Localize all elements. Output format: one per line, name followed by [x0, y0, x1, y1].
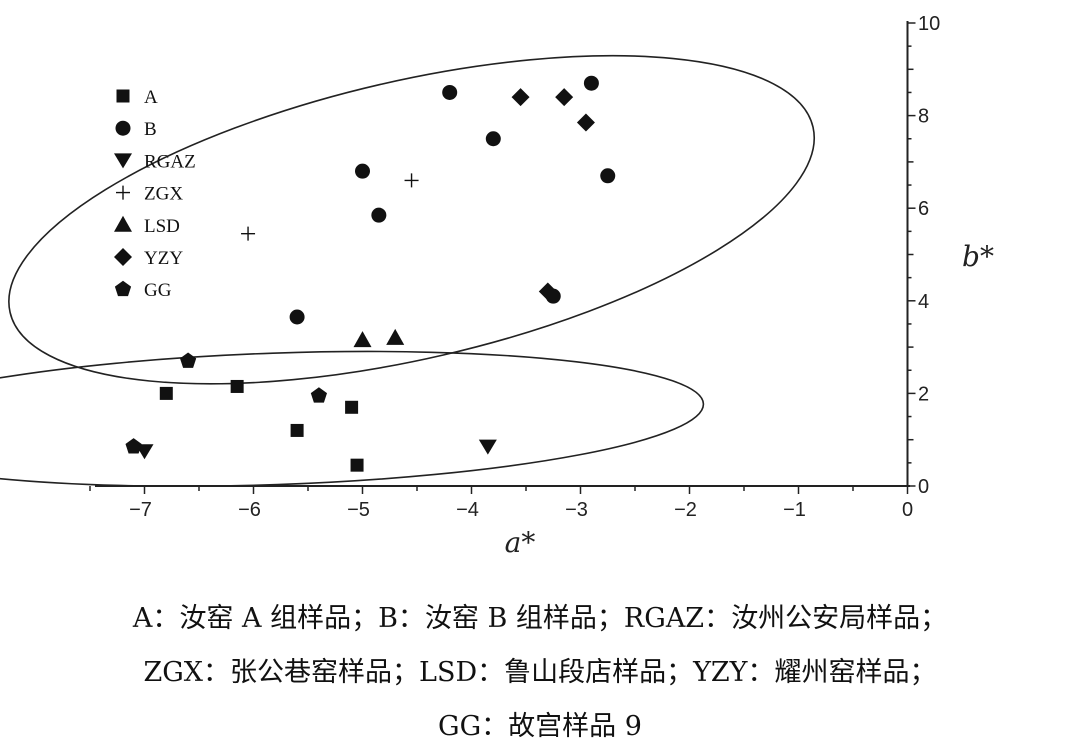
- y-tick-label: 2: [918, 383, 929, 405]
- x-tick-label: −2: [674, 499, 697, 521]
- point-rgaz: [478, 439, 497, 455]
- point-yzy: [555, 88, 574, 107]
- series-lsd: [353, 328, 405, 348]
- legend-label-zgx: ZGX: [144, 184, 183, 205]
- caption-line-2: ZGX：张公巷窑样品；LSD：鲁山段店样品；YZY：耀州窑样品；: [143, 657, 937, 688]
- point-a: [345, 400, 359, 414]
- x-tick-label: −3: [565, 499, 588, 521]
- point-b: [371, 207, 387, 223]
- legend-marker-gg: [114, 280, 132, 297]
- legend: AB RGAZ ZGX LSD YZY GG: [114, 87, 196, 301]
- point-a: [159, 386, 173, 400]
- legend-marker-b: [115, 120, 131, 136]
- caption-line-3: GG：故宫样品 9: [438, 711, 642, 742]
- series-b: [289, 75, 616, 325]
- y-axis-title: b*: [962, 240, 994, 273]
- point-gg: [310, 387, 327, 403]
- caption-line-1: A：汝窑 A 组样品；B：汝窑 B 组样品；RGAZ：汝州公安局样品；: [132, 603, 948, 634]
- point-yzy: [511, 88, 530, 107]
- cluster-ellipses: [0, 54, 816, 488]
- x-tick-label: −5: [347, 499, 370, 521]
- legend-label-b: B: [144, 119, 157, 140]
- point-b: [485, 131, 501, 147]
- point-b: [600, 168, 616, 184]
- legend-label-gg: GG: [144, 280, 172, 301]
- series-yzy: [511, 88, 595, 301]
- y-tick-label: 4: [918, 291, 929, 313]
- point-a: [290, 423, 304, 437]
- legend-marker-yzy: [114, 248, 132, 266]
- y-tick-label: 8: [918, 106, 929, 128]
- series-zgx: [241, 173, 419, 241]
- x-tick-label: −1: [783, 499, 806, 521]
- legend-marker-rgaz: [114, 153, 132, 169]
- data-points: [125, 75, 616, 472]
- point-lsd: [353, 331, 372, 348]
- series-gg: [125, 352, 327, 454]
- point-zgx: [241, 226, 256, 241]
- legend-label-lsd: LSD: [144, 216, 180, 237]
- y-tick-label: 6: [918, 198, 929, 220]
- series-rgaz: [135, 439, 497, 460]
- axes: −7 −6 −5 −4 −3 −2 −1 00 2 4 6 8 10: [89, 13, 940, 521]
- legend-marker-lsd: [114, 215, 132, 232]
- cluster-ellipse-1: [8, 54, 816, 385]
- point-zgx: [404, 173, 419, 188]
- point-yzy: [576, 113, 595, 132]
- x-tick-label: −6: [238, 499, 261, 521]
- cluster-ellipse-2: [0, 350, 705, 488]
- point-b: [355, 163, 370, 179]
- point-a: [230, 379, 244, 393]
- point-b: [442, 84, 458, 100]
- legend-marker-zgx: [116, 185, 130, 200]
- legend-label-yzy: YZY: [144, 248, 183, 269]
- point-b: [289, 309, 305, 325]
- point-gg: [125, 438, 142, 454]
- x-tick-label: 0: [902, 499, 913, 521]
- legend-marker-a: [116, 89, 130, 103]
- scatter-chart: −7 −6 −5 −4 −3 −2 −1 00 2 4 6 8 10 AB RGAZ ZGX LSD YZY GG…: [0, 13, 994, 559]
- point-gg: [180, 352, 197, 368]
- y-tick-label: 10: [918, 13, 940, 35]
- point-a: [350, 458, 364, 472]
- x-tick-label: −4: [456, 499, 479, 521]
- point-b: [583, 75, 599, 91]
- point-yzy: [538, 282, 557, 301]
- legend-label-rgaz: RGAZ: [144, 151, 196, 172]
- point-lsd: [386, 328, 405, 345]
- y-tick-label: 0: [918, 476, 929, 498]
- legend-label-a: A: [144, 87, 158, 108]
- x-tick-label: −7: [129, 499, 152, 521]
- x-axis-title: a*: [505, 526, 536, 559]
- series-a: [159, 379, 364, 472]
